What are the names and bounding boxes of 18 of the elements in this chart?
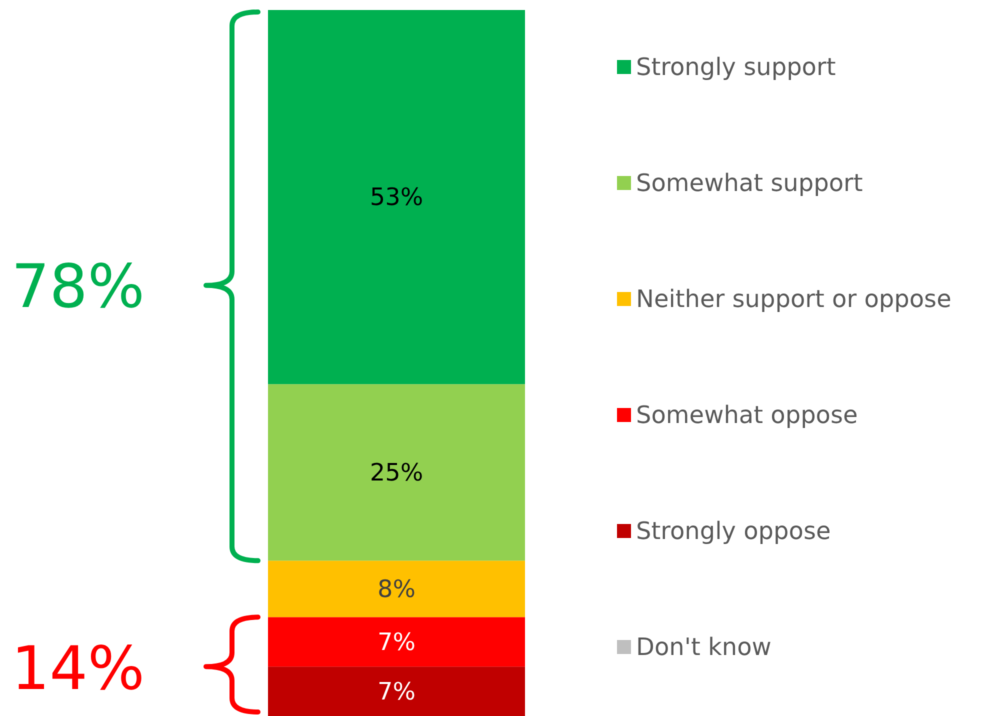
text: 78% xyxy=(11,252,145,322)
data-label: 53% xyxy=(370,183,424,212)
legend-label: Somewhat oppose xyxy=(636,401,858,429)
bar xyxy=(268,10,525,384)
data-label: 25% xyxy=(370,458,424,486)
legend-label: Strongly support xyxy=(636,53,836,81)
data-label: 7% xyxy=(377,628,416,656)
legend-label: Somewhat support xyxy=(636,169,863,197)
text: 14% xyxy=(11,634,145,704)
bar xyxy=(268,560,525,618)
bar xyxy=(268,666,525,716)
legend-label: Strongly oppose xyxy=(636,517,831,545)
bar xyxy=(268,384,525,561)
legend-label: Don't know xyxy=(636,633,772,661)
legend-label: Neither support or oppose xyxy=(636,285,952,313)
data-label: 8% xyxy=(377,574,416,603)
bar xyxy=(268,617,525,667)
data-label: 7% xyxy=(377,677,416,706)
